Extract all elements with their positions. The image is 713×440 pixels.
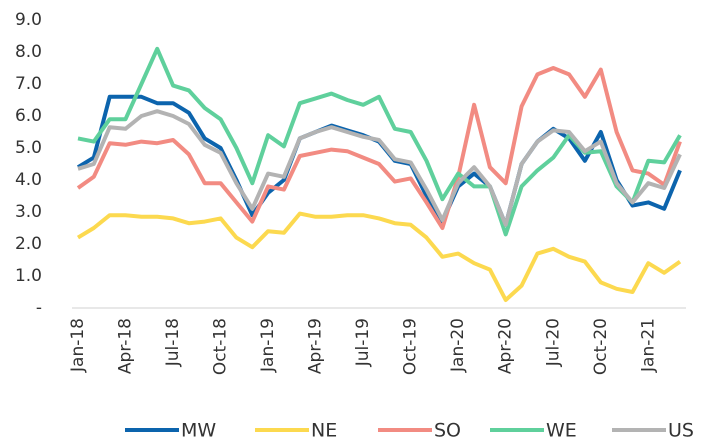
x-tick-label: Apr-18: [116, 318, 136, 374]
x-tick-label: Apr-19: [306, 318, 326, 374]
legend-label: WE: [546, 420, 577, 440]
x-tick-label: Jul-18: [163, 318, 183, 367]
y-tick-label: 8.0: [15, 42, 42, 62]
x-tick-label: Jan-19: [258, 318, 278, 373]
y-tick-label: 5.0: [15, 138, 42, 158]
x-tick-label: Oct-18: [211, 318, 231, 375]
series-line: [76, 211, 682, 302]
y-tick-label: 6.0: [15, 106, 42, 126]
y-tick-label: 7.0: [15, 74, 42, 94]
x-tick-label: Apr-20: [496, 318, 516, 374]
x-tick-label: Jan-20: [448, 318, 468, 373]
y-tick-label: 2.0: [15, 234, 42, 254]
legend-label: NE: [311, 420, 337, 440]
legend-label: US: [668, 420, 694, 440]
x-tick-label: Jul-19: [353, 318, 373, 367]
y-tick-label: -: [36, 298, 42, 318]
x-tick-label: Oct-20: [591, 318, 611, 375]
y-tick-label: 4.0: [15, 170, 42, 190]
y-tick-label: 9.0: [15, 10, 42, 30]
x-tick-label: Jul-20: [543, 318, 563, 367]
series-line: [76, 66, 682, 230]
legend-label: SO: [434, 420, 461, 440]
x-tick-label: Jan-21: [638, 318, 658, 373]
legend-label: MW: [181, 420, 216, 440]
series-line: [77, 109, 682, 227]
x-tick-label: Oct-19: [401, 318, 421, 375]
x-tick-label: Jan-18: [68, 318, 88, 373]
y-tick-label: 3.0: [15, 202, 42, 222]
y-tick-label: 1.0: [15, 266, 42, 286]
